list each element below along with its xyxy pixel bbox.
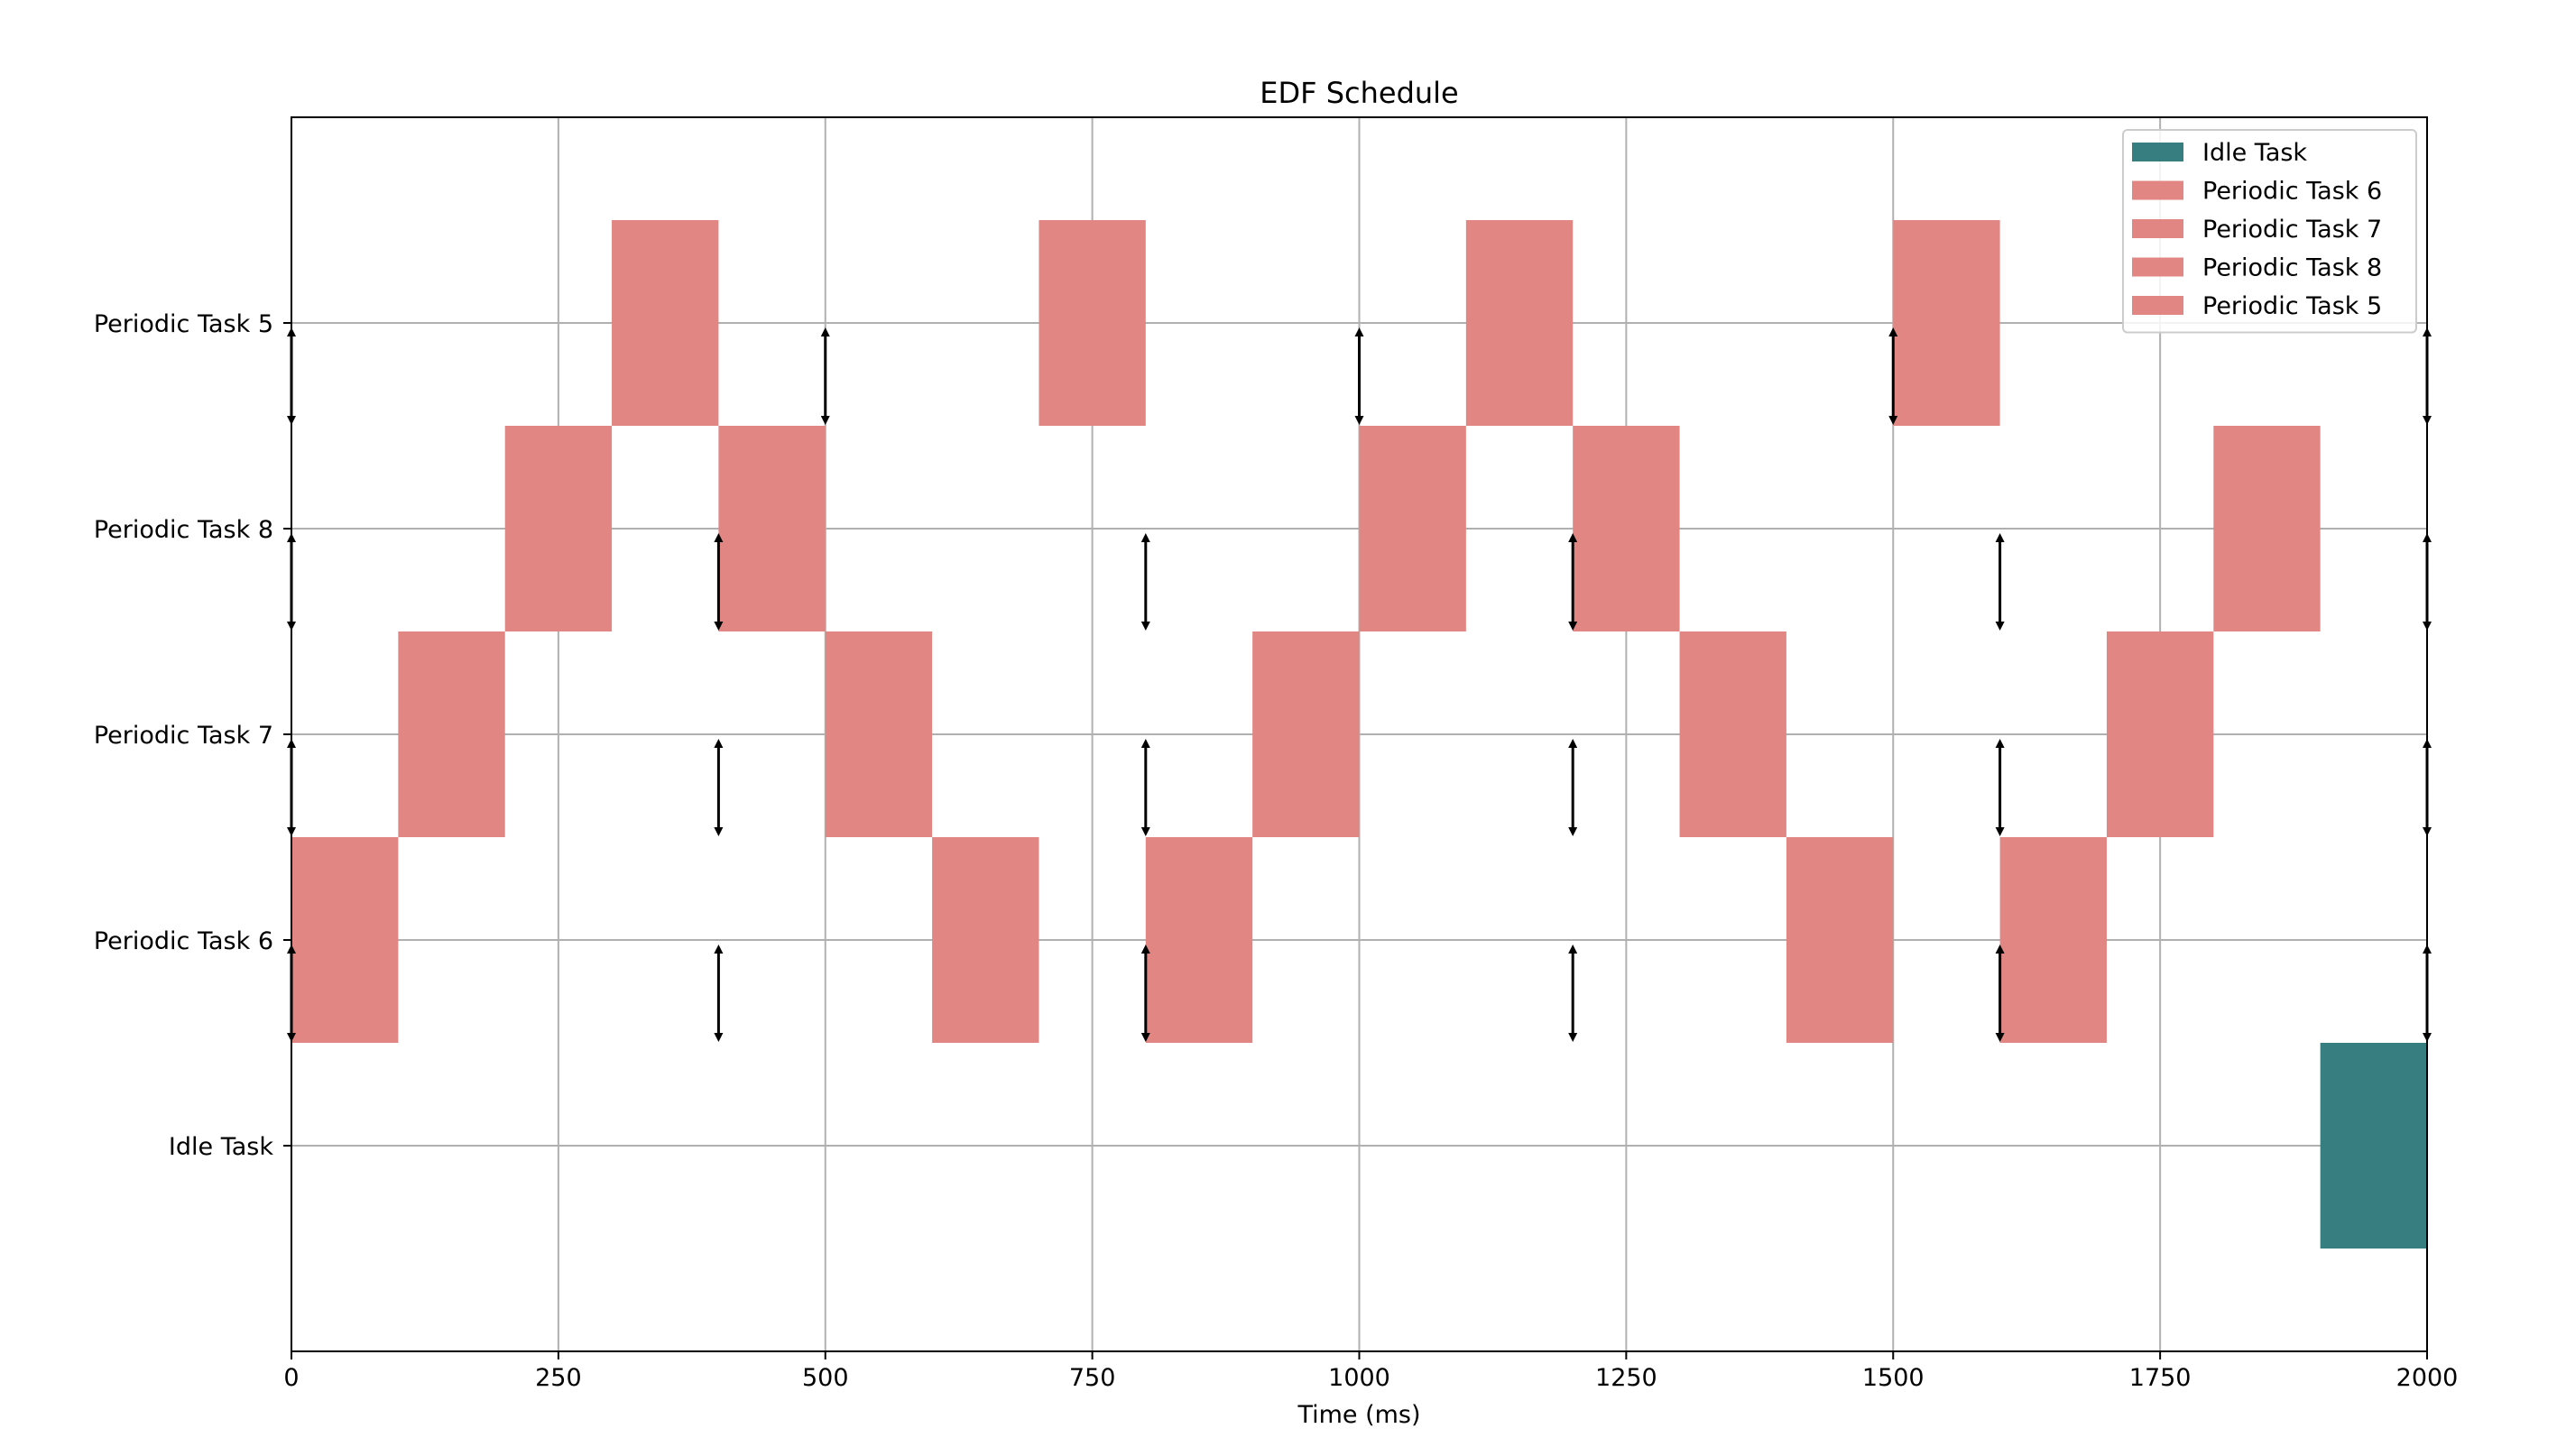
x-tick-label: 0: [283, 1364, 299, 1392]
task-bar: [825, 631, 933, 837]
y-tick-label: Periodic Task 6: [94, 927, 273, 955]
task-bar: [1252, 631, 1360, 837]
x-tick-label: 750: [1069, 1364, 1116, 1392]
y-tick-label: Periodic Task 5: [94, 310, 273, 338]
legend-swatch: [2132, 180, 2183, 200]
task-bar: [1786, 837, 1894, 1043]
legend-swatch: [2132, 143, 2183, 161]
legend-label: Idle Task: [2202, 139, 2307, 167]
y-tick-label: Periodic Task 8: [94, 516, 273, 544]
legend-swatch: [2132, 296, 2183, 315]
legend-swatch: [2132, 219, 2183, 238]
y-tick-label: Periodic Task 7: [94, 722, 273, 750]
x-tick-label: 250: [535, 1364, 582, 1392]
legend-label: Periodic Task 6: [2202, 178, 2382, 206]
task-bar: [1573, 426, 1680, 631]
task-bar: [932, 837, 1039, 1043]
task-bars: [291, 220, 2427, 1249]
task-bar: [1465, 220, 1574, 426]
legend: Idle Task Periodic Task 6 Periodic Task 7 P…: [2122, 129, 2417, 334]
legend-swatch: [2132, 257, 2183, 277]
task-bar: [291, 837, 399, 1043]
x-tick-label: 1000: [1328, 1364, 1390, 1392]
task-bar: [1999, 837, 2107, 1043]
chart-title: EDF Schedule: [1260, 76, 1458, 110]
x-tick-label: 500: [802, 1364, 849, 1392]
task-bar: [504, 426, 613, 631]
task-bar: [1359, 426, 1466, 631]
legend-label: Periodic Task 8: [2202, 254, 2382, 282]
x-tick-label: 1250: [1595, 1364, 1657, 1392]
x-axis-label: Time (ms): [1297, 1401, 1420, 1429]
task-bar: [1145, 837, 1253, 1043]
task-bar: [398, 631, 505, 837]
x-tick-label: 1500: [1862, 1364, 1925, 1392]
legend-label: Periodic Task 5: [2202, 292, 2382, 320]
x-tick-label: 1750: [2129, 1364, 2192, 1392]
task-bar: [612, 220, 719, 426]
y-tick-label: Idle Task: [169, 1133, 273, 1161]
task-bar: [1038, 220, 1146, 426]
legend-frame: [2122, 129, 2417, 334]
legend-label: Periodic Task 7: [2202, 216, 2382, 244]
task-bar: [2106, 631, 2214, 837]
task-bar: [1679, 631, 1786, 837]
task-bar: [2320, 1043, 2427, 1249]
task-bar: [1893, 220, 2000, 426]
task-bar: [2213, 426, 2321, 631]
task-bar: [718, 426, 826, 631]
axis-ticks: 0 250 500 750 1000 1250 1500 1750 2000 Idle Task P…: [94, 310, 2459, 1392]
x-tick-label: 2000: [2396, 1364, 2459, 1392]
